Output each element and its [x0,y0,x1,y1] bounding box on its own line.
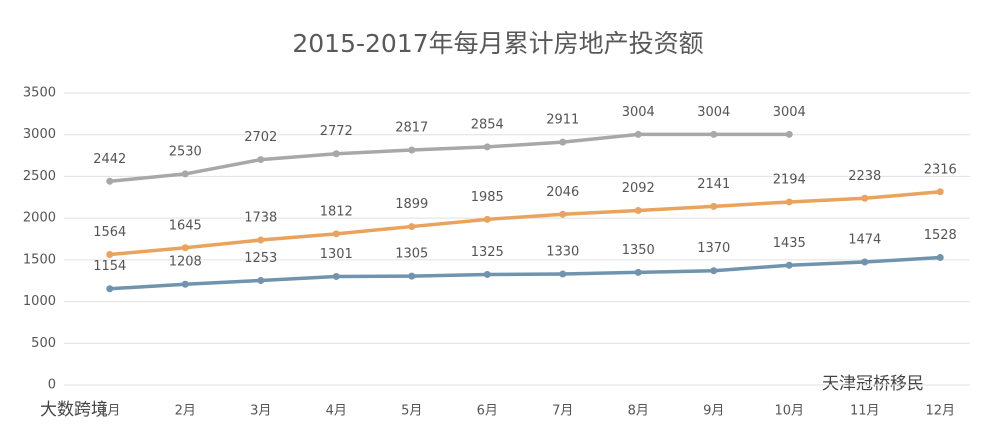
data-label: 3004 [773,105,806,120]
data-label: 1350 [622,243,655,258]
series-line [109,255,941,291]
data-point [936,254,944,262]
x-tick-label: 10月 [774,404,804,419]
y-tick-label: 500 [31,336,56,351]
data-label: 2141 [697,177,730,192]
data-label: 2817 [395,120,428,135]
data-point [559,270,567,278]
data-label: 2911 [546,113,579,128]
data-point [483,270,491,278]
data-point [710,130,718,138]
y-tick-label: 2000 [23,211,56,226]
data-point [785,261,793,269]
x-tick-label: 12月 [925,404,955,419]
data-label: 1325 [471,245,504,260]
y-tick-label: 0 [48,378,56,393]
y-tick-label: 1000 [23,294,56,309]
data-point [710,267,718,275]
data-label: 1370 [697,241,730,256]
data-point [559,138,567,146]
data-point [257,156,265,164]
data-point [408,146,416,154]
data-label: 2854 [471,117,504,132]
x-tick-label: 7月 [552,404,573,419]
x-tick-label: 6月 [477,404,498,419]
data-point [181,280,189,288]
data-point [785,198,793,206]
x-tick-label: 3月 [250,404,271,419]
data-point [181,170,189,178]
data-point [181,244,189,252]
data-label: 1645 [169,218,202,233]
data-label: 2772 [320,124,353,139]
data-label: 1154 [93,259,126,274]
data-label: 1253 [244,251,277,266]
y-tick-label: 2500 [23,169,56,184]
data-label: 3004 [697,105,730,120]
data-point [257,276,265,284]
series-line [109,190,941,257]
data-label: 1899 [395,197,428,212]
data-point [634,206,642,214]
data-point [634,130,642,138]
data-label: 1330 [546,245,579,260]
data-label: 1474 [848,233,881,248]
data-label: 1435 [773,236,806,251]
data-label: 2092 [622,181,655,196]
data-label: 3004 [622,105,655,120]
data-label: 1564 [93,225,126,240]
data-label: 1208 [169,255,202,270]
y-tick-label: 3500 [23,86,56,101]
watermark: 大数跨境 [40,400,108,420]
data-label: 2238 [848,169,881,184]
data-point [106,177,114,185]
x-tick-label: 5月 [401,404,422,419]
x-tick-label: 8月 [628,404,649,419]
data-label: 2046 [546,185,579,200]
data-point [106,251,114,259]
data-label: 1305 [395,247,428,262]
data-point [483,143,491,151]
y-tick-label: 3000 [23,127,56,142]
data-point [634,268,642,276]
data-point [785,130,793,138]
data-label: 1528 [924,228,957,243]
data-point [332,230,340,238]
data-point [861,258,869,266]
data-point [106,285,114,293]
data-point [257,236,265,244]
data-point [332,272,340,280]
data-point [408,223,416,231]
y-tick-label: 1500 [23,252,56,267]
data-point [559,210,567,218]
data-label: 2442 [93,152,126,167]
watermark: 天津冠桥移民 [822,374,924,394]
data-point [332,150,340,158]
data-label: 2530 [169,144,202,159]
data-label: 1985 [471,190,504,205]
data-label: 1301 [320,247,353,262]
data-point [936,188,944,196]
chart-title: 2015-2017年每月累计房地产投资额 [292,29,703,58]
data-label: 1812 [320,204,353,219]
series-line [109,132,790,184]
x-tick-label: 1月 [99,404,120,419]
data-label: 1738 [244,211,277,226]
x-tick-label: 4月 [326,404,347,419]
data-point [483,215,491,223]
data-label: 2316 [924,162,957,177]
data-point [861,194,869,202]
x-tick-label: 9月 [703,404,724,419]
data-point [710,202,718,210]
data-label: 2194 [773,172,806,187]
x-tick-label: 2月 [175,404,196,419]
x-tick-label: 11月 [850,404,880,419]
data-label: 2702 [244,130,277,145]
data-point [408,272,416,280]
